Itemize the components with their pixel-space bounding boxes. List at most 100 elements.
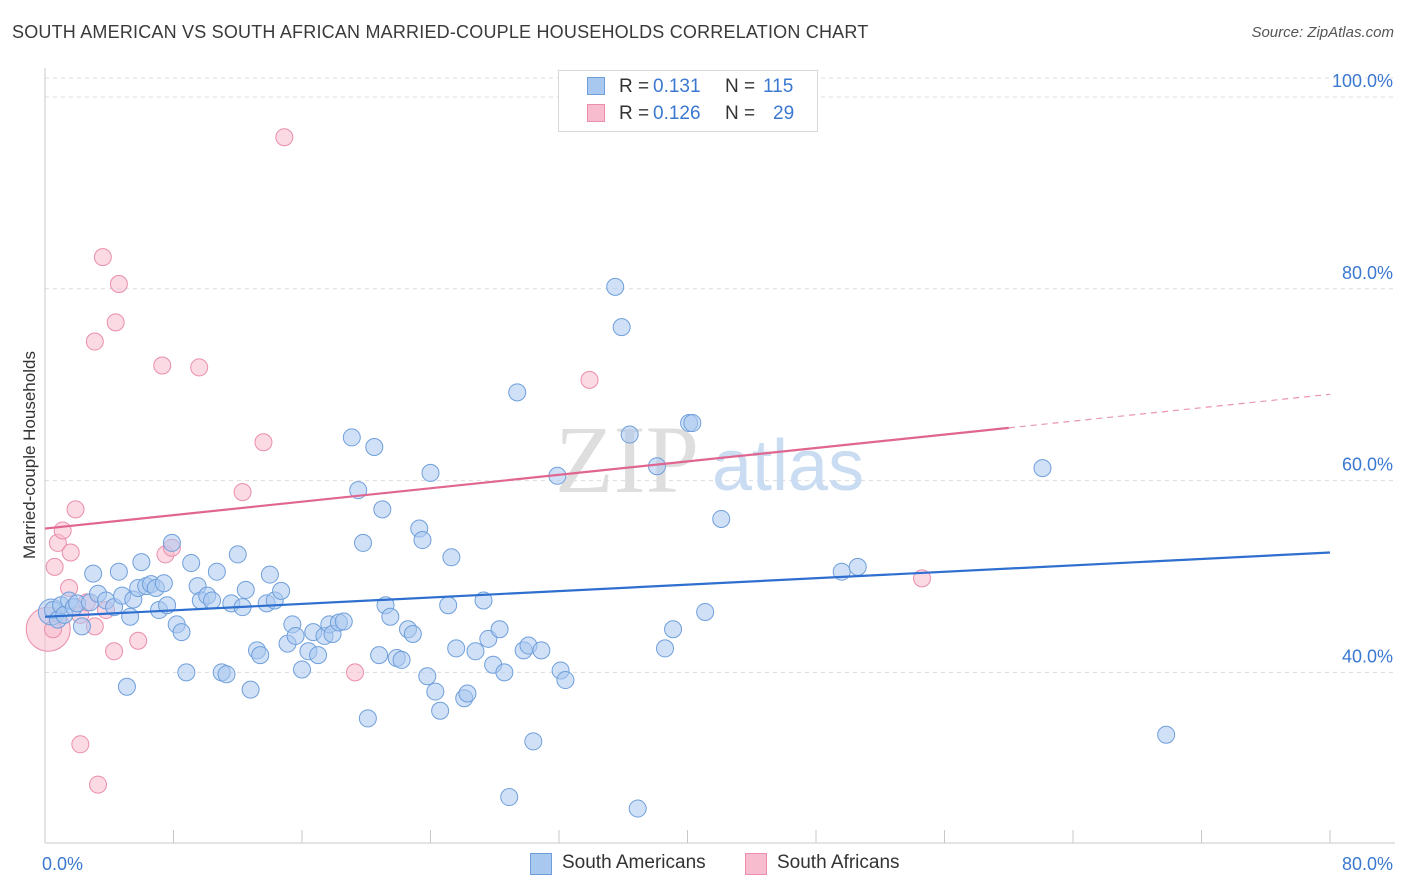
legend-n-value: 115 — [763, 76, 794, 97]
legend-swatch-blue — [587, 77, 605, 95]
data-point — [458, 684, 477, 703]
legend-label: South Americans — [562, 852, 706, 873]
legend-r-value: 0.131 — [653, 76, 701, 97]
data-point — [177, 663, 196, 682]
data-point — [228, 545, 247, 564]
data-point — [524, 732, 543, 751]
data-point — [500, 788, 519, 807]
data-point — [426, 682, 445, 701]
data-point — [418, 667, 437, 686]
data-point — [656, 639, 675, 658]
data-point — [109, 562, 128, 581]
data-point — [233, 483, 252, 502]
legend-swatch-blue — [530, 853, 552, 875]
y-tick-label: 80.0% — [1342, 263, 1393, 283]
data-point — [105, 642, 124, 661]
data-point — [121, 607, 140, 626]
data-point — [474, 591, 493, 610]
data-point — [439, 596, 458, 615]
data-point — [1157, 725, 1176, 744]
data-point — [84, 564, 103, 583]
y-tick-label: 40.0% — [1342, 646, 1393, 666]
legend-n-value: 29 — [773, 103, 795, 124]
trend-lines — [44, 393, 1331, 618]
data-point — [556, 671, 575, 690]
legend-n-label: N = — [725, 103, 756, 124]
legend-r-value: 0.126 — [653, 103, 701, 124]
data-point — [381, 607, 400, 626]
watermark-zip: ZIP — [555, 406, 699, 513]
data-point — [153, 356, 172, 375]
source-credit: Source: ZipAtlas.com — [1251, 24, 1394, 41]
data-point — [447, 639, 466, 658]
data-point — [272, 581, 291, 600]
data-point — [66, 500, 85, 519]
data-point — [442, 548, 461, 567]
legend-r-label: R = — [619, 103, 650, 124]
watermark-atlas: atlas — [712, 426, 864, 506]
data-point — [71, 735, 90, 754]
data-point — [154, 574, 173, 593]
data-point — [354, 533, 373, 552]
data-point — [109, 275, 128, 293]
data-point — [358, 709, 377, 728]
correlation-legend: R = 0.131 N = 115 R = 0.126 N = 29 — [558, 70, 818, 132]
data-point — [508, 383, 527, 402]
data-point — [254, 433, 273, 452]
data-point — [61, 543, 80, 562]
data-point — [106, 313, 125, 332]
data-point — [370, 646, 389, 665]
data-point — [89, 775, 108, 794]
data-point — [53, 521, 72, 540]
data-point — [241, 680, 260, 699]
data-point — [334, 612, 353, 631]
data-point — [683, 414, 702, 433]
data-point — [293, 660, 311, 679]
data-point — [696, 602, 715, 621]
legend-n-label: N = — [725, 76, 756, 97]
data-point — [365, 438, 384, 457]
data-point — [1033, 459, 1052, 478]
data-point — [203, 591, 222, 610]
legend-r-label: R = — [619, 76, 650, 97]
legend-swatch-pink — [587, 104, 605, 122]
data-point — [172, 623, 191, 642]
data-point — [309, 646, 328, 665]
data-point — [162, 533, 181, 552]
data-point — [532, 641, 551, 660]
data-point — [346, 663, 365, 682]
data-point — [129, 631, 148, 650]
data-point — [392, 650, 411, 669]
legend-swatch-pink — [745, 853, 767, 875]
data-point — [612, 318, 631, 337]
data-point — [495, 663, 514, 682]
data-point — [466, 642, 485, 661]
data-point — [490, 620, 509, 639]
data-point — [712, 509, 731, 528]
data-point — [275, 128, 294, 147]
data-point — [342, 428, 361, 447]
data-point — [190, 358, 209, 377]
trend-line-south-africans-extension — [1008, 393, 1331, 429]
trend-line-south-africans — [44, 426, 1009, 530]
data-point — [403, 625, 422, 644]
data-point — [628, 799, 647, 818]
chart-title: SOUTH AMERICAN VS SOUTH AFRICAN MARRIED-… — [12, 22, 869, 42]
axes — [44, 68, 1395, 844]
data-point — [182, 554, 201, 573]
data-point — [421, 463, 440, 482]
data-point — [85, 332, 104, 351]
data-point — [132, 553, 151, 572]
data-point — [72, 617, 91, 636]
data-point — [207, 562, 226, 581]
y-tick-label: 100.0% — [1332, 71, 1393, 91]
data-point — [620, 425, 639, 444]
data-point — [217, 665, 236, 684]
data-point — [251, 646, 270, 665]
tick-labels: 40.0% 60.0% 80.0% 100.0% 0.0% 80.0% — [42, 71, 1393, 874]
data-point — [93, 248, 112, 267]
data-point — [580, 370, 599, 389]
x-tick-label: 80.0% — [1342, 854, 1393, 874]
trend-line-south-americans — [44, 551, 1331, 618]
data-point — [431, 701, 450, 720]
